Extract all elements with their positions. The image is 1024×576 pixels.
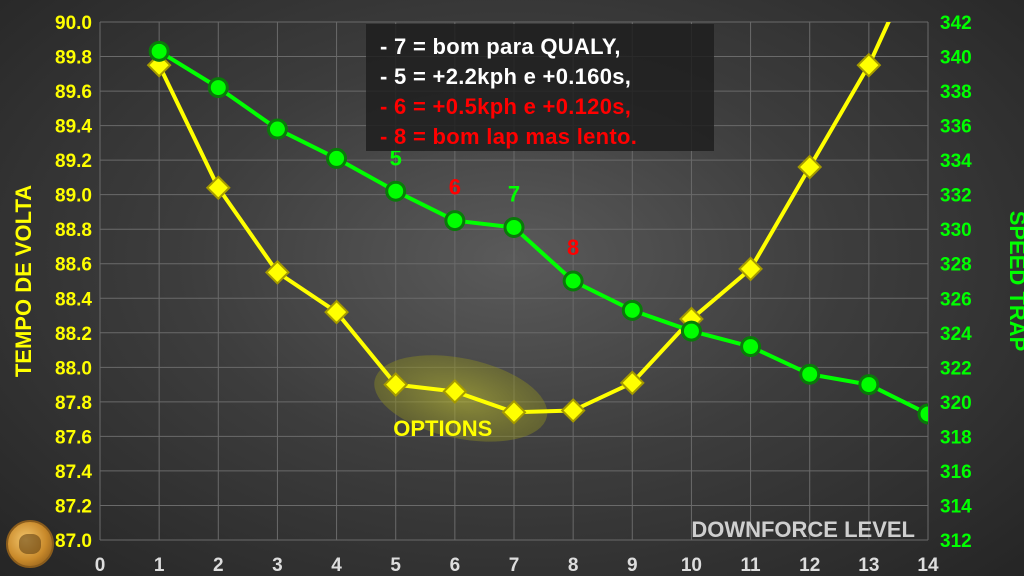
options-highlight (374, 355, 548, 442)
y-left-tick-label: 87.2 (55, 496, 92, 517)
y-right-tick-label: 334 (940, 151, 972, 172)
y-left-tick-label: 87.4 (55, 462, 92, 483)
x-tick-label: 2 (213, 555, 224, 576)
y-right-tick-label: 336 (940, 117, 972, 138)
x-tick-label: 7 (509, 555, 520, 576)
speed-trap-point (917, 403, 928, 425)
y-right-tick-label: 338 (940, 82, 972, 103)
speed-trap-point (799, 363, 821, 385)
x-tick-label: 1 (154, 555, 165, 576)
x-tick-label: 5 (390, 555, 401, 576)
y-left-axis-title: TEMPO DE VOLTA (11, 185, 36, 377)
speed-trap-point (207, 77, 229, 99)
speed-trap-point (680, 320, 702, 342)
note-line-1: - 7 = bom para QUALY, (380, 34, 621, 59)
x-tick-label: 10 (681, 555, 702, 576)
x-tick-label: 3 (272, 555, 283, 576)
lap-time-point (501, 399, 527, 425)
y-right-tick-label: 312 (940, 531, 972, 552)
speed-trap-point (562, 270, 584, 292)
x-tick-label: 6 (450, 555, 461, 576)
lap-time-point (797, 154, 823, 180)
x-tick-label: 8 (568, 555, 579, 576)
x-tick-label: 0 (95, 555, 106, 576)
x-axis-title: DOWNFORCE LEVEL (691, 517, 915, 542)
x-tick-label: 4 (331, 555, 342, 576)
series-group (146, 22, 928, 425)
point-label: 7 (508, 182, 520, 207)
y-left-tick-label: 87.8 (55, 393, 92, 414)
speed-trap-point (444, 210, 466, 232)
y-left-tick-label: 88.8 (55, 220, 92, 241)
point-label: 5 (390, 145, 402, 170)
y-right-tick-label: 314 (940, 496, 972, 517)
speed-trap-point (148, 40, 170, 62)
y-left-tick-label: 88.2 (55, 324, 92, 345)
speed-trap-point (621, 299, 643, 321)
speed-trap-point (858, 374, 880, 396)
speed-trap-point (326, 147, 348, 169)
y-left-tick-label: 89.6 (55, 82, 92, 103)
y-left-tick-label: 89.2 (55, 151, 92, 172)
note-line-4: - 8 = bom lap mas lento. (380, 124, 638, 149)
y-right-tick-label: 328 (940, 255, 972, 276)
y-left-tick-label: 87.6 (55, 427, 92, 448)
y-left-tick-label: 87.0 (55, 531, 92, 552)
y-left-tick-label: 89.4 (55, 117, 92, 138)
speed-trap-point (385, 180, 407, 202)
y-right-tick-label: 332 (940, 186, 972, 207)
channel-logo-icon (6, 520, 54, 568)
speed-trap-point (740, 336, 762, 358)
x-tick-label: 9 (627, 555, 638, 576)
y-right-tick-label: 322 (940, 358, 972, 379)
y-right-tick-label: 342 (940, 13, 972, 34)
y-left-tick-label: 88.4 (55, 289, 92, 310)
y-right-tick-label: 340 (940, 48, 972, 69)
lap-time-point (324, 299, 349, 325)
y-right-tick-label: 318 (940, 427, 972, 448)
y-right-tick-label: 326 (940, 289, 972, 310)
lap-time-point (205, 175, 231, 201)
y-right-tick-label: 316 (940, 462, 972, 483)
x-tick-label: 14 (917, 555, 939, 576)
lap-time-point (738, 256, 763, 282)
lap-time-point (383, 372, 409, 398)
series-line-right (158, 49, 928, 416)
y-right-tick-label: 320 (940, 393, 972, 414)
x-tick-label: 13 (858, 555, 879, 576)
lap-time-point (442, 379, 468, 404)
y-left-tick-label: 89.0 (55, 186, 92, 207)
speed-trap-point (266, 118, 288, 140)
series-line-left (157, 22, 891, 415)
lap-time-point (619, 370, 645, 396)
notes-box: - 7 = bom para QUALY, - 5 = +2.2kph e +0… (366, 24, 714, 151)
lap-time-point (856, 52, 882, 78)
speed-trap-point (503, 216, 525, 238)
lap-time-point (265, 259, 290, 285)
y-right-axis-title: SPEED TRAP (1005, 211, 1024, 352)
x-tick-label: 11 (741, 555, 762, 576)
point-label: 8 (567, 235, 579, 260)
y-right-tick-label: 324 (940, 324, 972, 345)
y-left-tick-label: 88.6 (55, 255, 92, 276)
options-annotation: OPTIONS (393, 416, 492, 441)
y-left-tick-label: 88.0 (55, 358, 92, 379)
y-right-tick-label: 330 (940, 220, 972, 241)
note-line-3: - 6 = +0.5kph e +0.120s, (380, 94, 632, 119)
lap-time-point (560, 398, 586, 423)
y-left-tick-label: 90.0 (55, 13, 92, 34)
x-tick-label: 12 (799, 555, 820, 576)
note-line-2: - 5 = +2.2kph e +0.160s, (380, 64, 632, 89)
y-left-tick-label: 89.8 (55, 48, 92, 69)
point-label: 6 (449, 175, 461, 200)
